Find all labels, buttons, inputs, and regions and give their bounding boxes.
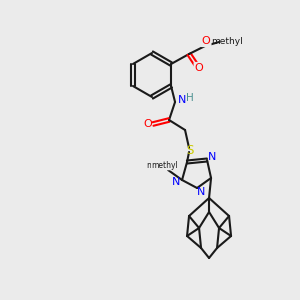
- Text: H: H: [186, 93, 194, 103]
- Text: O: O: [195, 63, 203, 73]
- Text: methyl: methyl: [147, 161, 173, 170]
- Text: methyl: methyl: [211, 37, 243, 46]
- Text: N: N: [172, 177, 180, 187]
- Text: S: S: [186, 145, 194, 158]
- Text: O: O: [144, 119, 152, 129]
- Text: methyl: methyl: [152, 160, 178, 169]
- Text: N: N: [208, 152, 216, 162]
- Text: O: O: [202, 36, 210, 46]
- Text: O: O: [201, 36, 209, 46]
- Text: O: O: [195, 62, 203, 72]
- Text: N: N: [178, 95, 186, 105]
- Text: N: N: [197, 187, 205, 197]
